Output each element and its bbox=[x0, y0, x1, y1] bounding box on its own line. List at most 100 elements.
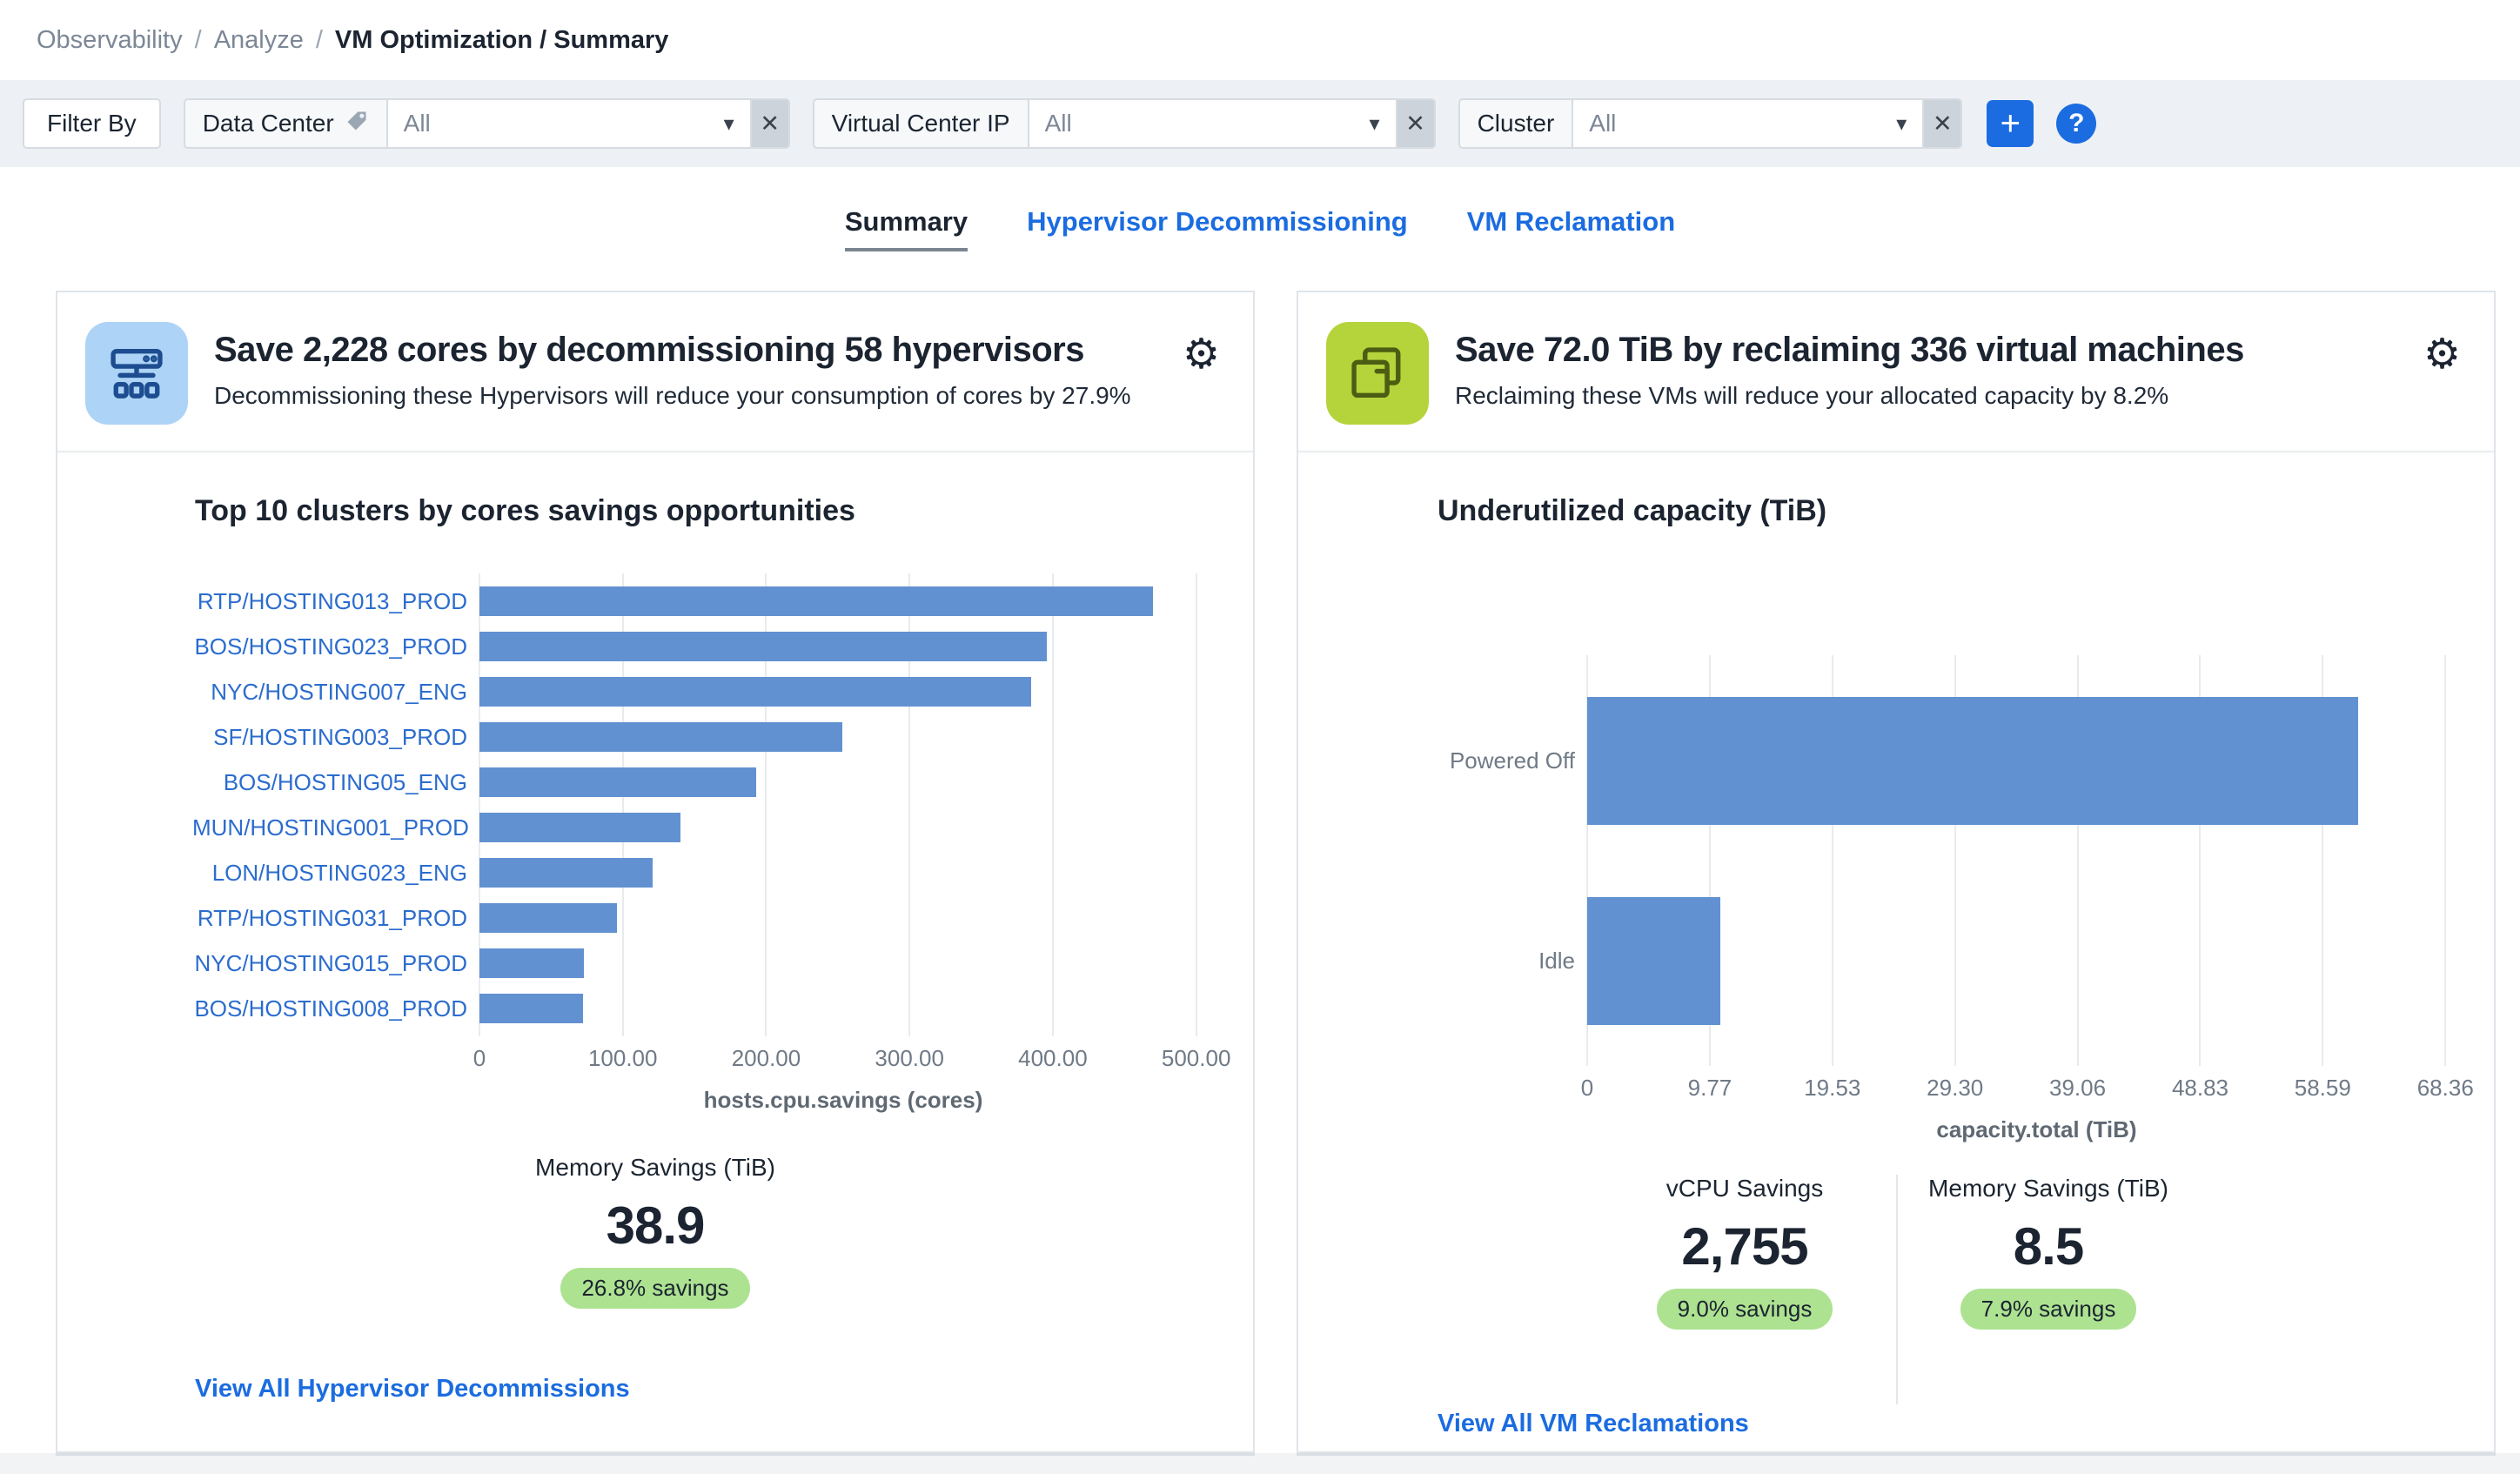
filter-group-cluster: Cluster All ▾ ✕ bbox=[1458, 98, 1963, 149]
cluster-link[interactable]: SF/HOSTING003_PROD bbox=[213, 723, 467, 750]
virtual-center-ip-clear-button[interactable]: ✕ bbox=[1397, 98, 1436, 149]
tab-hypervisor-decommissioning[interactable]: Hypervisor Decommissioning bbox=[1027, 206, 1408, 237]
bar-track bbox=[1587, 896, 2486, 1025]
cluster-link[interactable]: BOS/HOSTING008_PROD bbox=[194, 995, 467, 1022]
chart-row: Idle bbox=[1335, 861, 2486, 1061]
view-all-hypervisor-decommissions-link[interactable]: View All Hypervisor Decommissions bbox=[195, 1375, 630, 1403]
tab-vm-reclamation[interactable]: VM Reclamation bbox=[1466, 206, 1676, 237]
bar[interactable] bbox=[479, 677, 1032, 707]
cluster-link[interactable]: RTP/HOSTING031_PROD bbox=[197, 904, 467, 931]
chart-title: Underutilized capacity (TiB) bbox=[1438, 494, 1827, 527]
view-all-vm-reclamations-link[interactable]: View All VM Reclamations bbox=[1438, 1410, 1749, 1437]
cluster-link[interactable]: BOS/HOSTING023_PROD bbox=[194, 633, 467, 660]
bar[interactable] bbox=[479, 722, 842, 752]
gridline bbox=[2199, 655, 2202, 1066]
stat-label: Memory Savings (TiB) bbox=[1928, 1175, 2168, 1202]
chevron-down-icon: ▾ bbox=[1369, 111, 1380, 136]
hypervisor-icon bbox=[85, 322, 188, 425]
chart-row: SF/HOSTING003_PROD bbox=[192, 714, 1207, 760]
bar-track bbox=[479, 948, 1207, 978]
cluster-value: All bbox=[1589, 110, 1617, 137]
gridline bbox=[1195, 573, 1197, 1036]
chart-title: Top 10 clusters by cores savings opportu… bbox=[195, 494, 855, 527]
stat-value: 8.5 bbox=[2013, 1217, 2084, 1276]
chart-gridlines bbox=[1586, 655, 2486, 1066]
cluster-link[interactable]: NYC/HOSTING007_ENG bbox=[211, 678, 467, 705]
bar[interactable] bbox=[479, 948, 585, 978]
chart-row: MUN/HOSTING001_PROD bbox=[192, 805, 1207, 850]
bar-track bbox=[479, 586, 1207, 616]
chart-rows: Powered Off Idle bbox=[1335, 655, 2486, 1066]
cores-savings-chart: RTP/HOSTING013_PROD BOS/HOSTING023_PROD NY… bbox=[57, 573, 1253, 1114]
gridline bbox=[2322, 655, 2324, 1066]
bar-track bbox=[479, 677, 1207, 707]
cluster-link[interactable]: RTP/HOSTING013_PROD bbox=[197, 587, 467, 614]
breadcrumb-separator: / bbox=[194, 25, 202, 54]
bar-track bbox=[479, 813, 1207, 842]
virtual-machines-icon bbox=[1326, 322, 1429, 425]
underutilized-capacity-chart: Powered Off Idle 0 9.77 19.53 29.30 39.06 48.8… bbox=[1298, 655, 2494, 1143]
x-axis-tick-label: 19.53 bbox=[1804, 1075, 1861, 1101]
gridline bbox=[1831, 655, 1833, 1066]
cluster-link[interactable]: BOS/HOSTING05_ENG bbox=[223, 768, 467, 795]
x-axis-title: hosts.cpu.savings (cores) bbox=[703, 1087, 983, 1113]
chart-rows: RTP/HOSTING013_PROD BOS/HOSTING023_PROD NY… bbox=[192, 573, 1207, 1036]
bar[interactable] bbox=[479, 586, 1154, 616]
card-title: Save 2,228 cores by decommissioning 58 h… bbox=[214, 331, 1084, 369]
gridline bbox=[908, 573, 911, 1036]
x-axis-tick-label: 29.30 bbox=[1927, 1075, 1984, 1101]
chart-row: RTP/HOSTING013_PROD bbox=[192, 579, 1207, 624]
gear-icon[interactable]: ⚙ bbox=[1182, 332, 1220, 378]
card-title: Save 72.0 TiB by reclaiming 336 virtual … bbox=[1455, 331, 2244, 369]
bar[interactable] bbox=[479, 632, 1048, 661]
filter-by-button[interactable]: Filter By bbox=[23, 98, 161, 149]
add-filter-button[interactable]: + bbox=[1987, 100, 2034, 147]
bar[interactable] bbox=[479, 903, 618, 933]
bar[interactable] bbox=[479, 994, 583, 1023]
cluster-clear-button[interactable]: ✕ bbox=[1924, 98, 1963, 149]
cluster-link[interactable]: LON/HOSTING023_ENG bbox=[211, 859, 467, 886]
help-icon[interactable]: ? bbox=[2056, 104, 2097, 144]
filter-label-virtual-center-ip: Virtual Center IP bbox=[812, 98, 1028, 149]
tab-summary[interactable]: Summary bbox=[844, 206, 968, 251]
data-center-clear-button[interactable]: ✕ bbox=[751, 98, 790, 149]
gridline bbox=[1586, 655, 1588, 1066]
x-axis-tick-label: 100.00 bbox=[587, 1045, 658, 1071]
x-axis-tick-label: 68.36 bbox=[2416, 1075, 2474, 1101]
filter-label-data-center: Data Center bbox=[183, 98, 386, 149]
x-axis-tick-label: 0 bbox=[1580, 1075, 1594, 1101]
card-subtitle: Reclaiming these VMs will reduce your al… bbox=[1455, 382, 2169, 409]
gear-icon[interactable]: ⚙ bbox=[2423, 332, 2461, 378]
gridline bbox=[1051, 573, 1054, 1036]
savings-badge: 7.9% savings bbox=[1960, 1289, 2137, 1330]
cluster-link[interactable]: NYC/HOSTING015_PROD bbox=[194, 949, 467, 976]
chart-row: BOS/HOSTING05_ENG bbox=[192, 760, 1207, 805]
bar-track bbox=[479, 722, 1207, 752]
chevron-down-icon: ▾ bbox=[723, 111, 734, 136]
chart-row: LON/HOSTING023_ENG bbox=[192, 850, 1207, 895]
breadcrumb-observability[interactable]: Observability bbox=[37, 25, 183, 54]
filter-label-text: Data Center bbox=[202, 110, 334, 137]
breadcrumb-separator: / bbox=[315, 25, 323, 54]
tabs: Summary Hypervisor Decommissioning VM Re… bbox=[0, 167, 2520, 291]
gridline bbox=[479, 573, 480, 1036]
page-bottom-strip bbox=[0, 1453, 2520, 1474]
bar[interactable] bbox=[1587, 696, 2358, 825]
stat-label: vCPU Savings bbox=[1665, 1175, 1824, 1202]
bar[interactable] bbox=[479, 767, 756, 797]
data-center-select[interactable]: All ▾ bbox=[385, 98, 752, 149]
chart-gridlines bbox=[479, 573, 1207, 1036]
bar[interactable] bbox=[479, 858, 653, 888]
cluster-select[interactable]: All ▾ bbox=[1572, 98, 1925, 149]
x-axis-ticks: 0 100.00 200.00 300.00 400.00 500.00 bbox=[473, 1045, 1231, 1075]
bar[interactable] bbox=[1587, 896, 1720, 1025]
cluster-link[interactable]: MUN/HOSTING001_PROD bbox=[192, 814, 469, 841]
chart-row: BOS/HOSTING023_PROD bbox=[192, 624, 1207, 669]
virtual-center-ip-select[interactable]: All ▾ bbox=[1027, 98, 1397, 149]
bar-track bbox=[479, 994, 1207, 1023]
chart-row: NYC/HOSTING015_PROD bbox=[192, 941, 1207, 986]
bar[interactable] bbox=[479, 813, 680, 842]
x-axis-tick-label: 0 bbox=[473, 1045, 486, 1071]
breadcrumb-analyze[interactable]: Analyze bbox=[213, 25, 304, 54]
filter-group-virtual-center-ip: Virtual Center IP All ▾ ✕ bbox=[812, 98, 1436, 149]
